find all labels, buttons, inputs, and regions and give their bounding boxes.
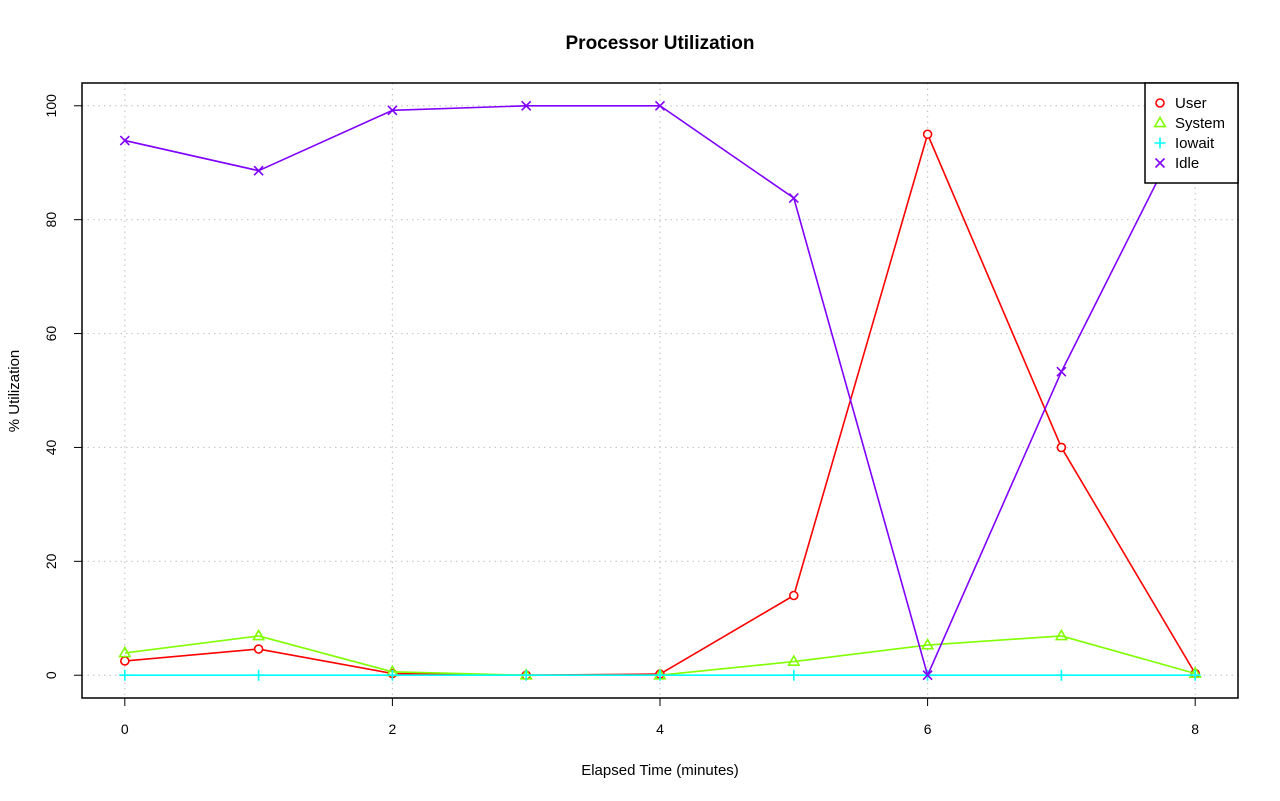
iowait-point: [386, 669, 398, 681]
user-point: [922, 129, 933, 140]
idle-point: [387, 105, 398, 116]
system-line-segment: [793, 644, 928, 663]
user-point: [253, 644, 264, 654]
legend-marker-iowait: [1154, 137, 1166, 149]
system-line-segment: [1061, 635, 1196, 675]
system-line-segment: [124, 635, 259, 654]
iowait-point: [253, 669, 265, 681]
iowait-point: [520, 669, 532, 681]
idle-point: [521, 100, 532, 111]
x-tick-label: 6: [924, 721, 932, 737]
idle-point: [922, 670, 933, 681]
system-line-segment: [258, 635, 393, 673]
idle-line-segment: [926, 371, 1063, 676]
idle-line-segment: [659, 105, 795, 199]
y-tick-label: 60: [43, 326, 59, 342]
grid-lines: [82, 83, 1238, 698]
iowait-point: [1055, 669, 1067, 681]
chart-title: Processor Utilization: [566, 33, 755, 54]
legend: User System Iowait Idle: [1144, 82, 1239, 184]
user-point: [120, 656, 130, 666]
y-axis-label: % Utilization: [6, 350, 23, 433]
iowait-point: [654, 669, 666, 681]
user-line-segment: [659, 594, 795, 675]
legend-marker-user: [1155, 98, 1165, 108]
system-point: [118, 645, 132, 658]
idle-point: [654, 100, 666, 111]
user-line-segment: [793, 134, 929, 596]
system-line-segment: [659, 660, 794, 677]
legend-marker-idle: [1154, 157, 1166, 169]
x-tick-label: 8: [1191, 721, 1199, 737]
system-point: [252, 628, 266, 641]
legend-marker-system: [1153, 115, 1167, 128]
legend-label-idle: Idle: [1175, 155, 1199, 172]
user-line-segment: [124, 648, 259, 662]
x-tick-label: 4: [656, 721, 664, 737]
idle-point: [1056, 366, 1067, 377]
y-tick-label: 40: [43, 439, 59, 455]
y-tick-label: 0: [43, 671, 59, 679]
system-line-segment: [927, 635, 1062, 646]
idle-line-segment: [793, 197, 929, 676]
y-tick-label: 100: [43, 94, 59, 118]
idle-line-segment: [392, 104, 527, 112]
iowait-point: [119, 669, 131, 681]
idle-point: [119, 135, 130, 146]
iowait-point: [1189, 669, 1201, 681]
series-iowait: [119, 669, 1201, 681]
user-point: [1056, 442, 1067, 453]
user-line-segment: [926, 133, 1063, 448]
user-line-segment: [1060, 447, 1196, 674]
x-tick-label: 0: [121, 721, 129, 737]
idle-line-segment: [258, 109, 393, 172]
y-tick-label: 20: [43, 553, 59, 569]
idle-point: [253, 165, 264, 176]
idle-point: [788, 192, 799, 204]
series-user: [120, 129, 1200, 681]
user-point: [788, 590, 799, 601]
series-layer: [118, 100, 1202, 681]
idle-line-segment: [124, 139, 259, 172]
user-line-segment: [258, 648, 393, 675]
system-point: [1054, 628, 1068, 641]
x-axis-label: Elapsed Time (minutes): [581, 762, 739, 779]
x-tick-label: 2: [389, 721, 397, 737]
system-point: [921, 637, 935, 650]
legend-label-user: User: [1175, 95, 1207, 112]
system-point: [787, 654, 801, 666]
iowait-point: [788, 669, 800, 681]
legend-label-iowait: Iowait: [1175, 135, 1215, 152]
legend-label-system: System: [1175, 115, 1225, 132]
y-tick-label: 80: [43, 212, 59, 228]
